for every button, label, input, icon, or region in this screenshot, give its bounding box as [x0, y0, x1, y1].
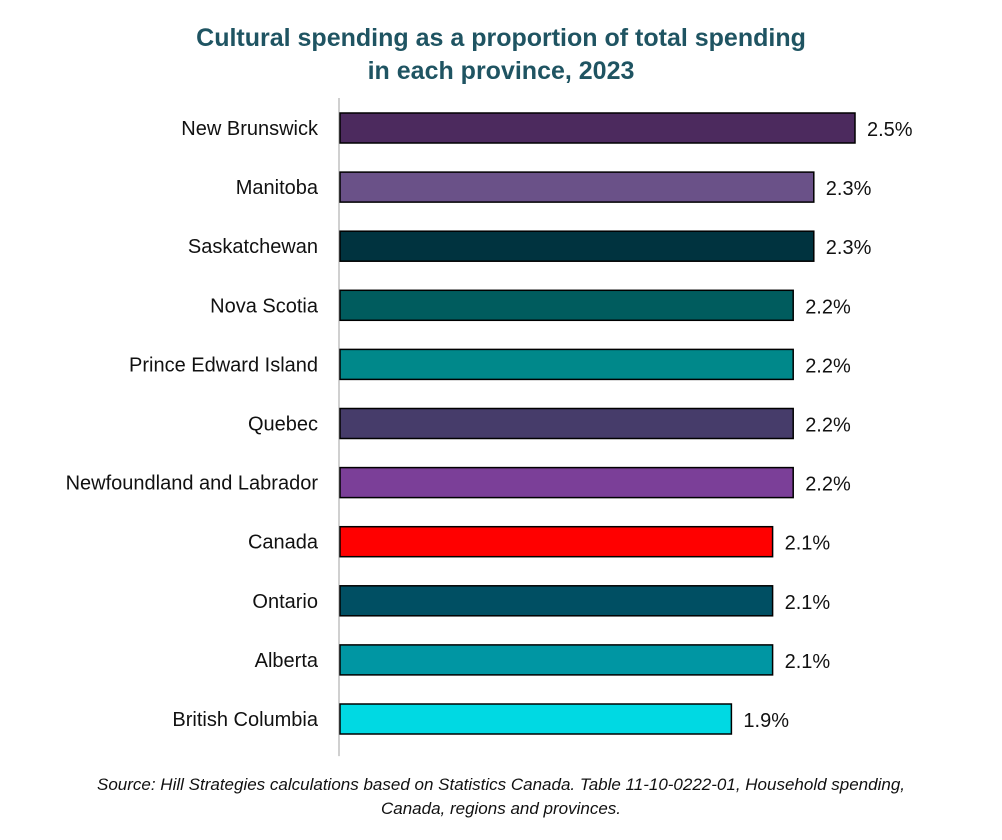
- bar: [340, 349, 793, 379]
- value-label: 2.2%: [805, 415, 851, 437]
- value-label: 2.2%: [805, 355, 851, 377]
- bar: [340, 586, 773, 616]
- bar: [340, 704, 731, 734]
- bar: [340, 231, 814, 261]
- value-label: 2.2%: [805, 296, 851, 318]
- bar: [340, 290, 793, 320]
- value-label: 1.9%: [743, 710, 789, 732]
- category-label: Saskatchewan: [188, 236, 318, 258]
- category-label: Quebec: [248, 414, 318, 436]
- bar: [340, 468, 793, 498]
- category-label: Alberta: [255, 650, 319, 672]
- bar: [340, 409, 793, 439]
- category-label: Canada: [248, 532, 319, 554]
- bar: [340, 172, 814, 202]
- category-label: Manitoba: [236, 177, 319, 199]
- value-label: 2.3%: [826, 237, 872, 259]
- bars-group: New Brunswick 2.5% Manitoba 2.3% Saskatchewa…: [66, 113, 913, 734]
- category-label: Prince Edward Island: [129, 354, 318, 376]
- category-label: British Columbia: [172, 709, 318, 731]
- bar: [340, 527, 773, 557]
- value-label: 2.3%: [826, 178, 872, 200]
- category-label: New Brunswick: [181, 118, 319, 140]
- source-note: Source: Hill Strategies calculations bas…: [0, 773, 1002, 821]
- bar: [340, 113, 855, 143]
- bar: [340, 645, 773, 675]
- source-line-1: Source: Hill Strategies calculations bas…: [0, 773, 1002, 797]
- value-label: 2.1%: [785, 592, 831, 614]
- value-label: 2.1%: [785, 651, 831, 673]
- source-line-2: Canada, regions and provinces.: [0, 797, 1002, 821]
- category-label: Newfoundland and Labrador: [66, 473, 319, 495]
- category-label: Nova Scotia: [210, 295, 319, 317]
- value-label: 2.5%: [867, 119, 913, 141]
- category-label: Ontario: [252, 591, 318, 613]
- value-label: 2.2%: [805, 474, 851, 496]
- value-label: 2.1%: [785, 533, 831, 555]
